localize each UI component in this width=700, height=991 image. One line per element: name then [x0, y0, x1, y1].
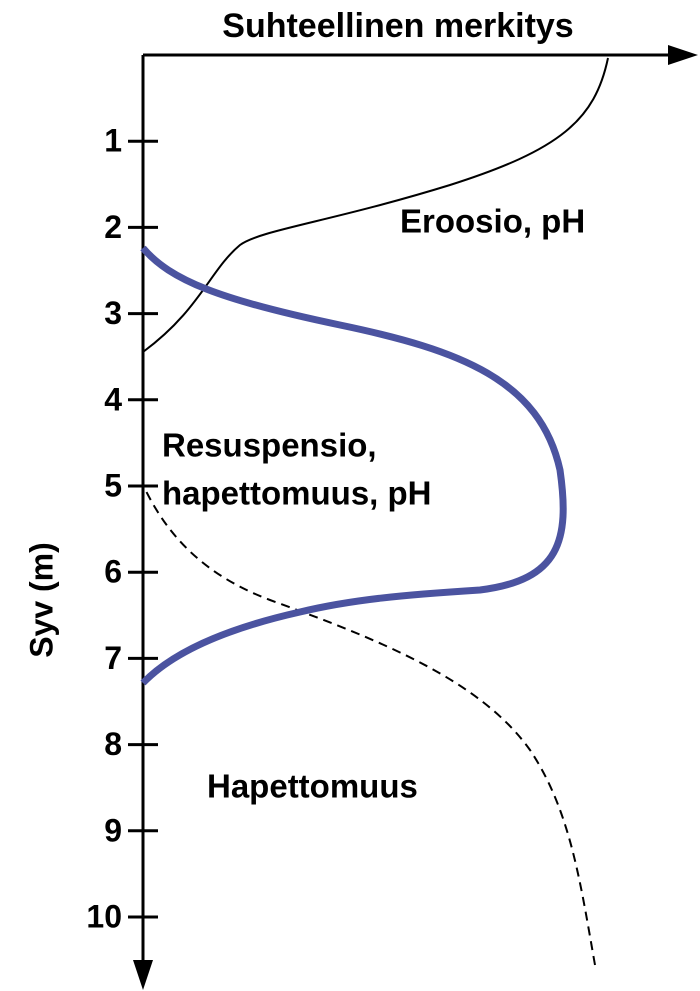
resuspension-label: hapettomuus, pH — [162, 475, 432, 512]
y-tick-label: 7 — [104, 640, 122, 676]
y-tick-label: 1 — [104, 123, 122, 159]
y-tick-label: 10 — [86, 898, 122, 934]
anoxia-label: Hapettomuus — [207, 768, 418, 805]
y-tick-label: 3 — [104, 295, 122, 331]
anoxia-curve — [142, 484, 596, 966]
y-ticks: 1 2 3 4 5 6 7 8 9 10 — [86, 123, 158, 934]
y-tick-label: 6 — [104, 554, 122, 590]
resuspension-curve — [140, 245, 567, 686]
y-tick-label: 4 — [104, 381, 122, 417]
x-axis-arrow — [668, 45, 698, 65]
x-axis-label: Suhteellinen merkitys — [222, 7, 573, 45]
y-tick-label: 2 — [104, 209, 122, 245]
y-axis-label: Syv (m) — [23, 542, 59, 658]
resuspension-label: Resuspensio, — [162, 427, 377, 464]
y-tick-label: 9 — [104, 812, 122, 848]
y-tick-label: 5 — [104, 467, 122, 503]
erosion-label: Eroosio, pH — [400, 203, 585, 240]
y-axis-arrow — [133, 960, 153, 990]
y-tick-label: 8 — [104, 726, 122, 762]
